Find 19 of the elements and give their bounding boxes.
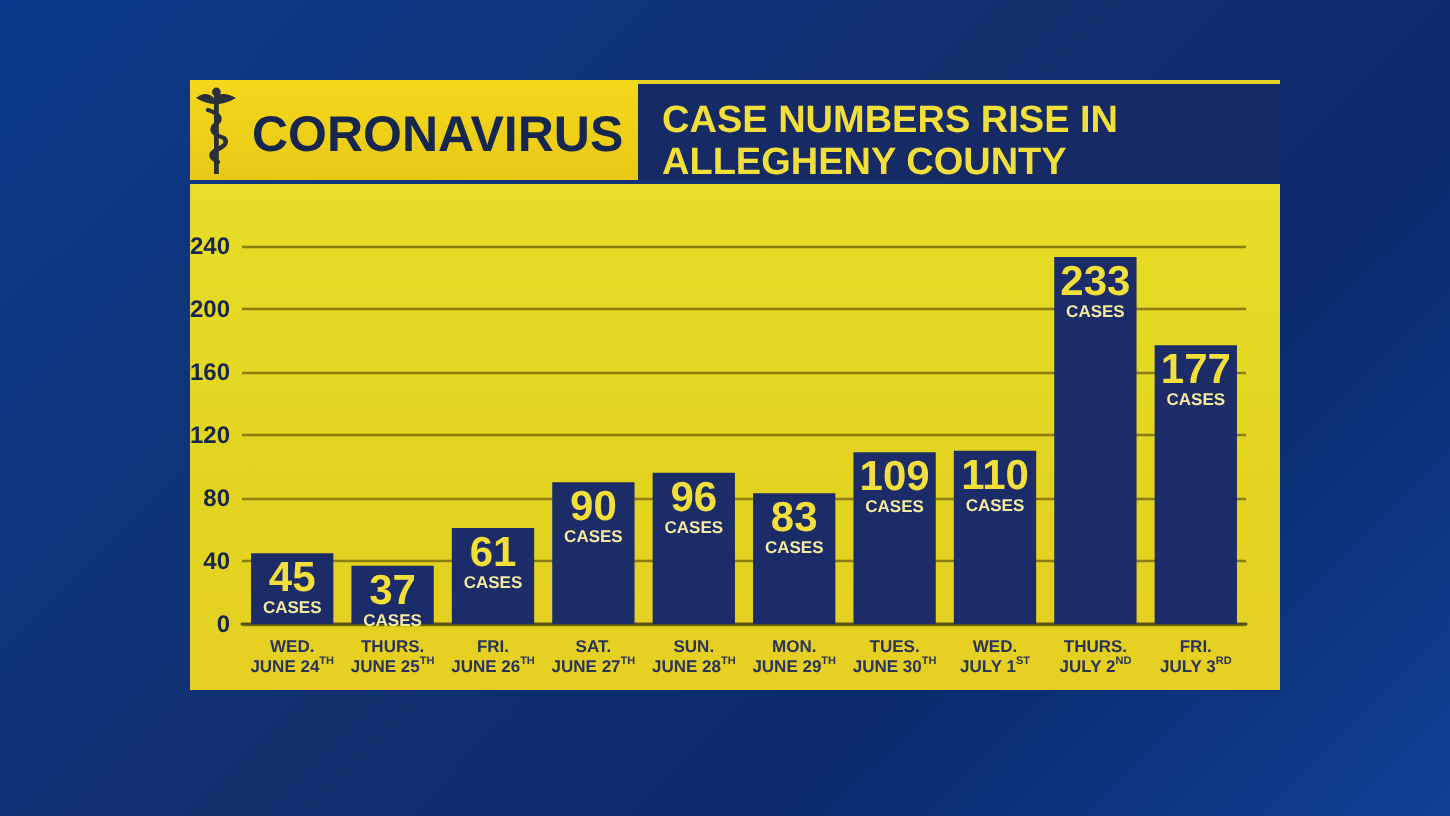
chart-title: CORONAVIRUS — [252, 107, 624, 163]
data-label: 110 CASES — [961, 452, 1029, 515]
chart-subtitle: CASE NUMBERS RISE IN ALLEGHENY COUNTY — [662, 100, 1119, 184]
data-label: 90 CASES — [564, 484, 624, 547]
data-label: 109 CASES — [859, 454, 930, 517]
data-label: 37 CASES — [363, 567, 423, 630]
data-label: 177 CASES — [1160, 347, 1231, 410]
y-tick-label: 120 — [189, 421, 231, 449]
y-tick-label: 80 — [203, 484, 231, 512]
data-label: 96 CASES — [664, 474, 724, 537]
data-label: 83 CASES — [764, 495, 825, 558]
y-tick-label: 0 — [216, 610, 231, 638]
y-tick-label: 40 — [203, 547, 231, 575]
y-tick-label: 240 — [189, 232, 231, 260]
y-tick-label: 160 — [189, 358, 231, 386]
data-label: 233 CASES — [1060, 259, 1131, 322]
y-tick-label: 200 — [189, 295, 231, 323]
data-label: 45 CASES — [262, 555, 323, 618]
data-label: 61 CASES — [463, 529, 523, 592]
